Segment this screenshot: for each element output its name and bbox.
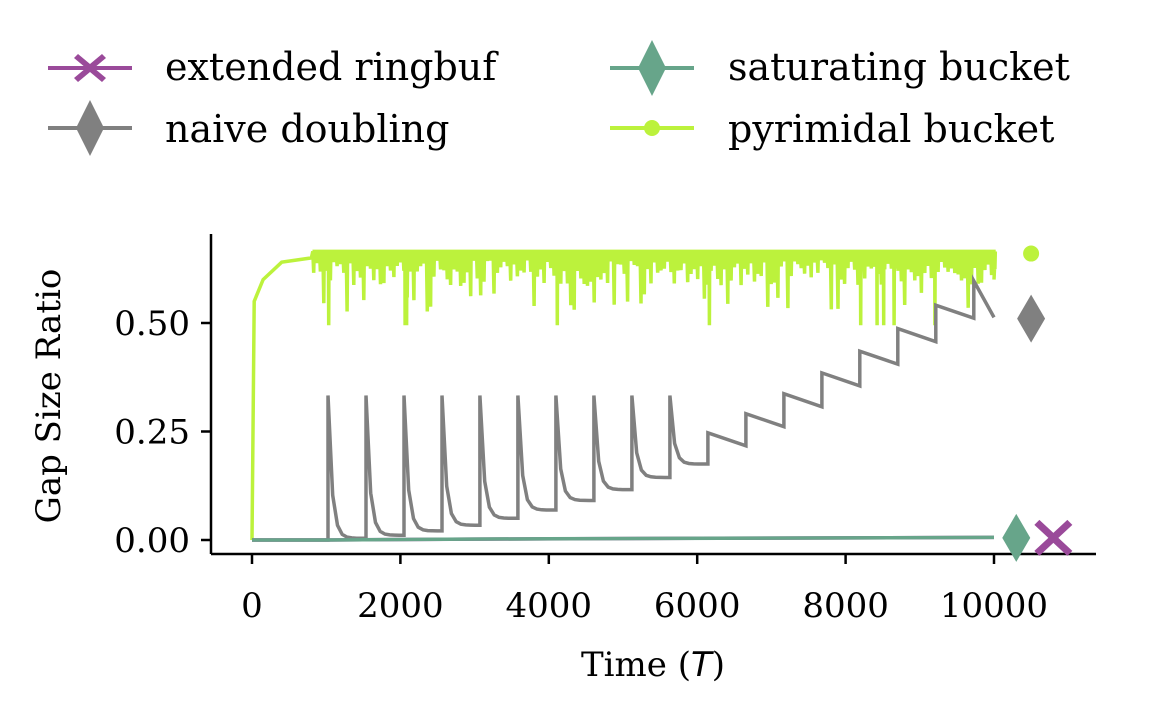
x-tick-label: 0: [241, 586, 263, 626]
x-ticks: 0 2000 4000 6000 8000 10000: [241, 554, 1048, 626]
end-marker-saturating-bucket-diamond-icon: [1002, 513, 1031, 562]
end-marker-pyrimidal-bucket-dot-icon: [1023, 245, 1040, 262]
y-tick-label: 0.50: [114, 304, 190, 344]
x-tick-label: 8000: [802, 586, 889, 626]
x-axis-label-var: T: [691, 645, 714, 685]
series-line-pyrimidal-bucket: [250, 249, 998, 541]
legend-label-saturating-bucket: saturating bucket: [728, 45, 1070, 89]
y-tick-label: 0.25: [114, 413, 190, 453]
end-marker-extended-ringbuf-x-icon: [1034, 519, 1073, 556]
legend-label-naive-doubling: naive doubling: [165, 107, 449, 151]
series-line-naive-doubling: [252, 274, 996, 542]
x-axis-label-text: Time: [581, 645, 667, 685]
plot-area: [250, 245, 1073, 562]
legend-marker-x-icon: [74, 54, 106, 82]
legend-entry-naive-doubling: naive doubling: [48, 100, 449, 156]
legend: extended ringbuf naive doubling saturati…: [48, 40, 1070, 156]
legend-entry-pyrimidal-bucket: pyrimidal bucket: [610, 107, 1054, 151]
x-tick-label: 6000: [654, 586, 741, 626]
legend-marker-diamond-icon: [638, 40, 666, 96]
legend-marker-dot-icon: [644, 120, 660, 136]
x-tick-label: 10000: [940, 586, 1048, 626]
y-axis-label: Gap Size Ratio: [29, 269, 69, 524]
x-tick-label: 2000: [357, 586, 444, 626]
legend-label-extended-ringbuf: extended ringbuf: [165, 45, 499, 89]
x-tick-label: 4000: [506, 586, 593, 626]
series-line-saturating-bucket: [252, 535, 995, 542]
legend-marker-diamond-icon: [76, 100, 104, 156]
legend-label-pyrimidal-bucket: pyrimidal bucket: [728, 107, 1054, 151]
y-tick-label: 0.00: [114, 521, 190, 561]
end-marker-naive-doubling-diamond-icon: [1017, 294, 1046, 343]
x-axis-label: Time (T): [581, 645, 725, 685]
axes: 0 2000 4000 6000 8000 10000 0.00 0.25 0.50: [114, 234, 1096, 626]
legend-entry-extended-ringbuf: extended ringbuf: [48, 45, 499, 89]
y-ticks: 0.00 0.25 0.50: [114, 304, 211, 561]
legend-entry-saturating-bucket: saturating bucket: [610, 40, 1070, 96]
